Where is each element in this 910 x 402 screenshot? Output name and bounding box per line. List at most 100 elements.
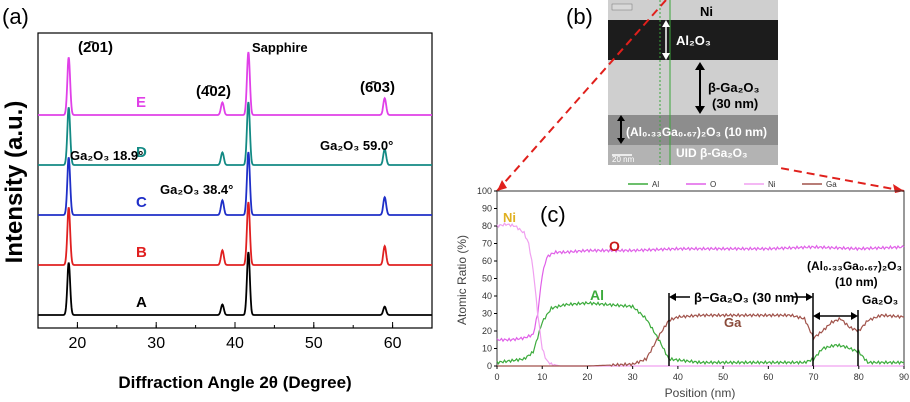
annot-algao: (Al₀.₃₃Ga₀.₆₇)₂O₃ [807, 259, 902, 273]
legend-label-al: Al [652, 180, 659, 189]
xrd-series-e [38, 51, 432, 116]
panel-c-y-tick-label: 30 [482, 309, 492, 319]
annot-bga2o3: β−Ga₂O₃ (30 nm) [694, 290, 799, 305]
panel-c-x-tick-label: 30 [628, 372, 638, 382]
xrd-series-b [38, 201, 432, 266]
xrd-series-label-d: D [136, 144, 147, 161]
panel-a-x-label: Diffraction Angle 2θ (Degree) [118, 373, 351, 392]
ga2o3-38-label: Ga₂O₃ 38.4° [160, 182, 233, 197]
annot-ga2o3: Ga₂O₃ [862, 293, 898, 307]
xrd-series-label-c: C [136, 194, 147, 211]
tem-arrowhead-algao-top [617, 115, 625, 121]
panel-b-label: (b) [566, 4, 593, 29]
arrowhead-algao-left [813, 312, 820, 320]
panel-c-y-ticks: 0 10 20 30 40 50 60 70 80 90 100 [477, 186, 497, 371]
legend-label-ga: Ga [826, 180, 837, 189]
tem-ni-layer [608, 0, 778, 20]
tem-bga2o3-text: β-Ga₂O₃ [708, 80, 760, 95]
arrowhead-ga2o3-left [669, 293, 676, 301]
xrd-series-label-e: E [136, 94, 146, 111]
hkl-201-label: (2̄01) [78, 39, 113, 56]
arrowhead-algao-right [851, 312, 858, 320]
panel-c-y-tick-label: 100 [477, 186, 492, 196]
tem-arrowhead-al2o3-bottom [662, 53, 670, 60]
tem-ga2o3-layer [608, 60, 778, 115]
panel-c-y-label: Atomic Ratio (%) [455, 235, 469, 325]
panel-c-x-tick-label: 70 [809, 372, 819, 382]
panel-c-legend: Al O Ni Ga [628, 180, 837, 189]
panel-a-label: (a) [2, 4, 29, 29]
tem-al2o3-layer [608, 20, 778, 60]
annot-al: Al [590, 287, 604, 303]
panel-c-y-tick-label: 60 [482, 256, 492, 266]
legend-label-ni: Ni [768, 180, 776, 189]
xrd-series-c [38, 151, 432, 216]
panel-c-label: (c) [540, 202, 566, 227]
annot-ga: Ga [724, 315, 742, 330]
panel-a-y-label: Intensity (a.u.) [1, 101, 28, 264]
panel-c-y-tick-label: 10 [482, 344, 492, 354]
panel-c-x-tick-label: 50 [718, 372, 728, 382]
panel-c-x-tick-label: 90 [899, 372, 909, 382]
panel-c-x-tick-label: 10 [537, 372, 547, 382]
eds-series-ga [497, 312, 905, 368]
tem-al2o3-text: Al₂O₃ [676, 33, 711, 48]
tem-algao-text: (Al₀.₃₃Ga₀.₆₇)₂O₃ (10 nm) [626, 125, 767, 139]
tem-thick30-text: (30 nm) [712, 96, 758, 111]
panel-a-x-tick-label: 60 [384, 335, 402, 352]
panel-c-y-tick-label: 0 [487, 361, 492, 371]
legend-label-o: O [710, 180, 716, 189]
panel-c-y-tick-label: 20 [482, 326, 492, 336]
panel-c-y-tick-label: 70 [482, 239, 492, 249]
sapphire-label: Sapphire [252, 40, 308, 55]
panel-c-y-tick-label: 50 [482, 274, 492, 284]
tem-arrowhead-algao-bottom [617, 138, 625, 144]
tem-scale-text: 20 nm [612, 155, 635, 164]
tem-uid-layer [608, 145, 778, 165]
panel-c-x-tick-label: 80 [854, 372, 864, 382]
connector-left-arrowhead [497, 180, 507, 191]
panel-a-x-ticks: 20 30 40 50 60 [37, 322, 433, 352]
connector-left [496, 0, 667, 192]
panel-a-x-tick-label: 40 [226, 335, 244, 352]
arrowhead-ga2o3-right [806, 293, 813, 301]
panel-a-x-tick-label: 20 [69, 335, 87, 352]
ga2o3-59-label: Ga₂O₃ 59.0° [320, 138, 393, 153]
annot-ni: Ni [503, 210, 516, 225]
panel-c-y-tick-label: 40 [482, 291, 492, 301]
xrd-series-d [38, 101, 432, 166]
hkl-402-label: (4̄02) [196, 83, 231, 100]
tem-ni-text: Ni [700, 4, 713, 19]
panel-c-x-tick-label: 20 [582, 372, 592, 382]
panel-c: Al O Ni Ga 0 10 20 30 40 50 60 70 80 90 0 10 20 30 40 50 6… [455, 180, 909, 400]
panel-a: (a) A B C D E 20 30 40 50 60 Diffraction Angle 2… [1, 4, 433, 392]
panel-c-x-tick-label: 40 [673, 372, 683, 382]
hkl-603-label: (6̄03) [360, 79, 395, 96]
panel-c-x-tick-label: 0 [494, 372, 499, 382]
eds-series-al [496, 300, 904, 366]
tem-arrowhead-ga2o3-bottom [695, 106, 705, 114]
tem-uid-text: UID β-Ga₂O₃ [676, 146, 748, 160]
tem-algao-layer [608, 115, 778, 145]
panel-a-plot-frame [37, 32, 433, 329]
panel-b: (b) Ni Al₂O₃ β-Ga₂O₃ (30 nm) (Al₀.₃₃Ga₀.… [566, 0, 778, 165]
annot-algao-thickness: (10 nm) [835, 275, 878, 289]
panel-a-x-tick-label: 50 [305, 335, 323, 352]
panel-c-y-tick-label: 80 [482, 221, 492, 231]
panel-c-x-label: Position (nm) [665, 386, 736, 400]
panel-a-series: A B C D E [38, 51, 432, 316]
tem-logo-mark [611, 3, 633, 11]
panel-c-y-tick-label: 90 [482, 204, 492, 214]
panel-c-x-ticks: 0 10 20 30 40 50 60 70 80 90 [494, 366, 909, 382]
xrd-series-label-a: A [136, 294, 147, 311]
xrd-series-label-b: B [136, 244, 147, 261]
panel-c-series [496, 221, 905, 368]
connector-right [779, 167, 905, 192]
tem-arrowhead-al2o3-top [662, 20, 670, 27]
xrd-series-a [38, 251, 432, 316]
tem-arrowhead-ga2o3-top [695, 62, 705, 70]
panel-c-x-tick-label: 60 [763, 372, 773, 382]
ga2o3-18-label: Ga₂O₃ 18.9° [70, 148, 143, 163]
eds-series-o [496, 244, 905, 343]
